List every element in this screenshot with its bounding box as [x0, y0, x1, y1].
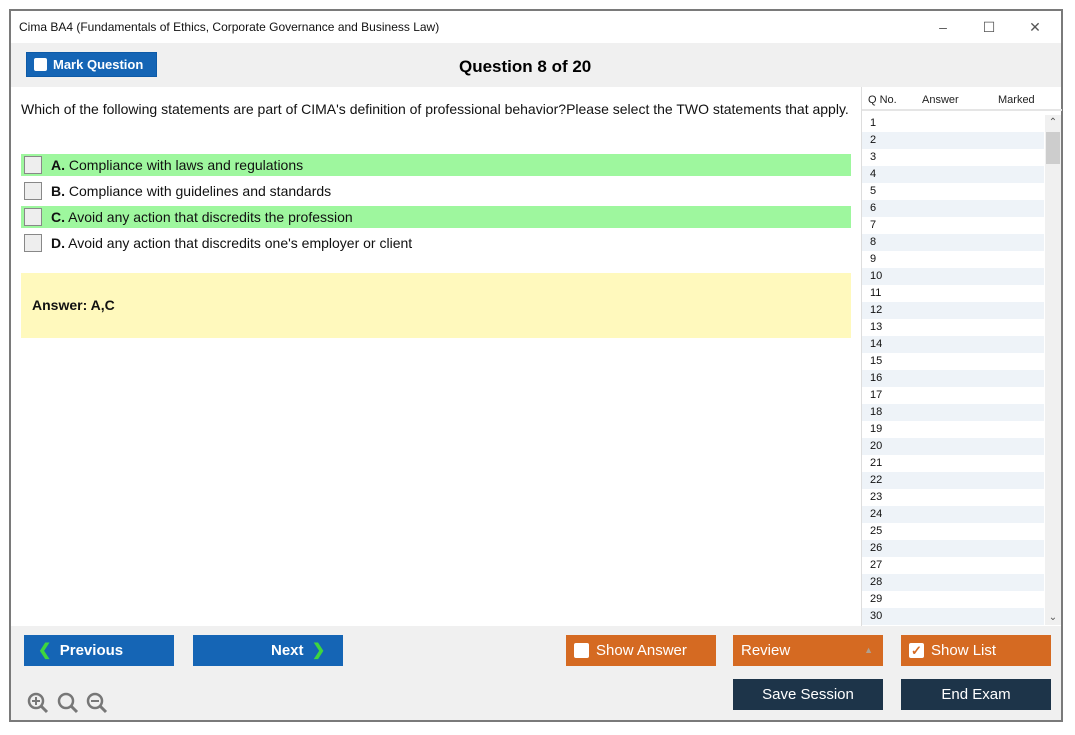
question-list-row[interactable]: 30	[862, 608, 1044, 625]
question-list-row[interactable]: 28	[862, 574, 1044, 591]
question-list-row[interactable]: 29	[870, 593, 883, 605]
answer-option[interactable]: C. Avoid any action that discredits the …	[21, 206, 851, 228]
next-label: Next	[271, 642, 304, 659]
show-answer-button[interactable]: Show Answer	[566, 635, 716, 666]
end-exam-button[interactable]: End Exam	[901, 679, 1051, 710]
mark-question-label: Mark Question	[53, 57, 144, 72]
option-letter: D.	[51, 235, 65, 251]
option-text: Avoid any action that discredits the pro…	[68, 209, 353, 225]
option-checkbox[interactable]	[24, 156, 42, 174]
scrollbar-thumb[interactable]	[1046, 132, 1060, 164]
question-pane: Which of the following statements are pa…	[11, 87, 861, 626]
question-list: Q No. Answer Marked 1 2 3 4 5 6 7 8 9 10 11 12 13 14 1…	[861, 87, 1062, 626]
save-session-button[interactable]: Save Session	[733, 679, 883, 710]
caret-up-icon: ▲	[864, 645, 873, 655]
question-list-row[interactable]: 13	[870, 321, 883, 333]
checkbox-checked-icon: ✓	[909, 643, 924, 658]
option-checkbox[interactable]	[24, 234, 42, 252]
maximize-button[interactable]: ☐	[982, 19, 996, 35]
answer-box: Answer: A,C	[21, 273, 851, 338]
question-list-row[interactable]: 17	[870, 389, 883, 401]
option-letter: A.	[51, 157, 65, 173]
minimize-button[interactable]: –	[939, 19, 947, 35]
checkbox-icon	[34, 58, 47, 71]
list-scrollbar[interactable]: ⌃ ⌄	[1045, 115, 1061, 625]
next-button[interactable]: Next ❯	[193, 635, 343, 666]
question-list-row[interactable]: 10	[862, 268, 1044, 285]
question-list-row[interactable]: 2	[862, 132, 1044, 149]
answer-option[interactable]: B. Compliance with guidelines and standa…	[21, 180, 851, 202]
question-list-row[interactable]: 25	[870, 525, 883, 537]
question-list-row[interactable]: 20	[862, 438, 1044, 455]
zoom-out-icon[interactable]	[86, 692, 108, 714]
option-checkbox[interactable]	[24, 182, 42, 200]
question-list-row[interactable]: 4	[862, 166, 1044, 183]
question-list-row[interactable]: 21	[870, 457, 883, 469]
title-bar: Cima BA4 (Fundamentals of Ethics, Corpor…	[11, 11, 1061, 43]
question-list-row[interactable]: 9	[870, 253, 877, 265]
show-list-button[interactable]: ✓ Show List	[901, 635, 1051, 666]
chevron-left-icon: ❮	[38, 642, 52, 659]
scroll-up-icon[interactable]: ⌃	[1048, 117, 1058, 128]
previous-label: Previous	[59, 642, 124, 659]
header-marked[interactable]: Marked	[998, 94, 1035, 106]
option-letter: C.	[51, 209, 65, 225]
option-letter: B.	[51, 183, 65, 199]
zoom-reset-icon[interactable]	[57, 692, 79, 714]
question-counter: Question 8 of 20	[459, 57, 592, 76]
previous-button[interactable]: ❮ Previous	[24, 635, 174, 666]
question-list-row[interactable]: 12	[862, 302, 1044, 319]
show-answer-label: Show Answer	[596, 642, 687, 659]
toolbar: Mark Question Question 8 of 20	[11, 43, 1061, 87]
review-dropdown[interactable]: Review ▲	[733, 635, 883, 666]
mark-question-button[interactable]: Mark Question	[26, 52, 157, 77]
option-text: Compliance with guidelines and standards	[68, 183, 332, 199]
checkbox-icon	[574, 643, 589, 658]
zoom-in-icon[interactable]	[27, 692, 49, 714]
question-list-row[interactable]: 26	[862, 540, 1044, 557]
question-list-row[interactable]: 6	[862, 200, 1044, 217]
footer-bar: ❮ Previous Next ❯ Show Answer Review ▲ ✓…	[11, 626, 1061, 720]
question-list-row[interactable]: 19	[870, 423, 883, 435]
question-list-row[interactable]: 8	[862, 234, 1044, 251]
option-text: Avoid any action that discredits one's e…	[68, 235, 413, 251]
question-list-row[interactable]: 14	[862, 336, 1044, 353]
question-list-row[interactable]: 5	[870, 185, 877, 197]
question-list-row[interactable]: 1	[870, 117, 877, 129]
chevron-right-icon: ❯	[311, 642, 326, 659]
question-list-row[interactable]: 23	[870, 491, 883, 503]
question-list-row[interactable]: 3	[870, 151, 877, 163]
option-checkbox[interactable]	[24, 208, 42, 226]
question-text: Which of the following statements are pa…	[21, 101, 849, 117]
header-qno[interactable]: Q No.	[868, 94, 897, 106]
scroll-down-icon[interactable]: ⌄	[1048, 612, 1058, 623]
question-list-row[interactable]: 18	[862, 404, 1044, 421]
app-window: Cima BA4 (Fundamentals of Ethics, Corpor…	[9, 9, 1063, 722]
review-label: Review	[741, 642, 791, 659]
header-answer[interactable]: Answer	[922, 94, 959, 106]
question-list-row[interactable]: 7	[870, 219, 877, 231]
option-text: Compliance with laws and regulations	[68, 157, 304, 173]
question-list-row[interactable]: 11	[870, 287, 882, 299]
question-list-row[interactable]: 16	[862, 370, 1044, 387]
show-list-label: Show List	[931, 642, 997, 659]
window-title: Cima BA4 (Fundamentals of Ethics, Corpor…	[19, 20, 440, 34]
question-list-row[interactable]: 27	[870, 559, 883, 571]
answer-option[interactable]: D. Avoid any action that discredits one'…	[21, 232, 851, 254]
question-list-row[interactable]: 15	[870, 355, 883, 367]
list-header: Q No. Answer Marked	[862, 87, 1062, 111]
question-list-row[interactable]: 24	[862, 506, 1044, 523]
close-button[interactable]: ✕	[1029, 19, 1041, 35]
answer-option[interactable]: A. Compliance with laws and regulations	[21, 154, 851, 176]
question-list-row[interactable]: 22	[862, 472, 1044, 489]
